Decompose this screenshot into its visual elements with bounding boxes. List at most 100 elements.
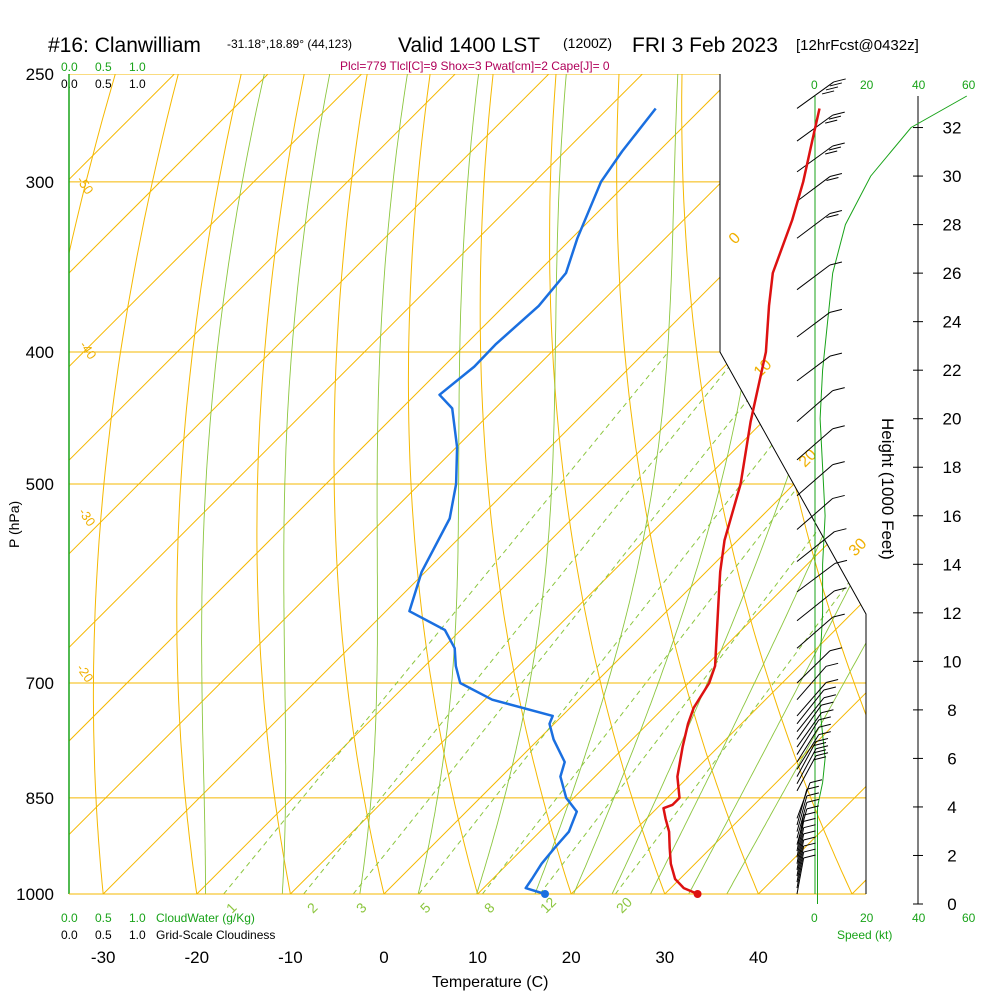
wind-barb-flag [818, 731, 831, 736]
wind-barb [796, 723, 831, 763]
wind-barb [796, 261, 843, 291]
bottom-green-scale: 0.0 0.5 1.0 CloudWater (g/Kg) [61, 911, 255, 925]
height-tick-label: 10 [943, 652, 962, 671]
height-tick-label: 6 [947, 749, 956, 768]
wind-barb [796, 210, 843, 239]
wind-barb [796, 352, 843, 382]
top-green-2: 1.0 [129, 60, 146, 74]
speed-tick-top-3: 60 [962, 78, 976, 92]
height-tick-label: 30 [943, 167, 962, 186]
wind-barb-staff [796, 821, 805, 858]
height-tick-label: 22 [943, 361, 962, 380]
mixing-ratio-line [303, 351, 742, 894]
dry-adiabat [407, 74, 487, 894]
dewpoint-line [408, 107, 657, 896]
wind-barb-flag [821, 709, 834, 714]
x-axis-label: Temperature (C) [432, 974, 548, 991]
wind-barb-flag [826, 214, 839, 219]
moist-adiabat [523, 74, 680, 894]
wind-barb [796, 817, 816, 858]
wind-barb-flag [829, 82, 842, 87]
wind-barb-flag [829, 173, 843, 178]
height-tick-label: 26 [943, 264, 962, 283]
isotherm-line [635, 74, 866, 894]
wind-barb-flag [806, 792, 819, 797]
wind-barb-staff [796, 704, 822, 740]
wind-barb-staff [796, 590, 835, 622]
speed-ticks-bottom: 0 20 40 60 [811, 911, 976, 925]
wind-barb-flag [803, 854, 816, 859]
isotherm-line [448, 74, 866, 894]
isotherm-line [261, 74, 866, 894]
wind-barb [796, 694, 836, 732]
wind-barb-staff [796, 808, 808, 845]
surface-dewpoint-dot [540, 890, 549, 898]
isotherm-line [69, 74, 855, 894]
wind-barb-staff [796, 748, 817, 785]
isotherm-label-left: -40 [77, 338, 100, 362]
top-black-2: 1.0 [129, 77, 146, 91]
wind-barb-flag [803, 848, 816, 853]
wind-barb-staff [796, 311, 831, 338]
moist-adiabat [467, 74, 569, 894]
station-location: -31.18°,18.89° (44,123) [227, 37, 352, 51]
wind-barb-flag [818, 716, 831, 721]
stats-line: Plcl=779 Tlcl[C]=9 Shox=3 Pwat[cm]=2 Cap… [340, 59, 610, 73]
wind-barb-flag [828, 146, 842, 151]
moist-adiabat [710, 74, 866, 894]
height-tick-label: 20 [943, 410, 962, 429]
moist-adiabat [201, 74, 271, 894]
forecast-date: FRI 3 Feb 2023 [632, 34, 778, 57]
wind-barb-staff [796, 689, 825, 725]
top-black-scale: 0.0 0.5 1.0 [61, 77, 146, 91]
mixing-ratio-label: 5 [417, 899, 434, 916]
wind-barb-staff [796, 851, 805, 889]
moist-adiabat [635, 74, 866, 894]
height-tick-label: 14 [943, 555, 962, 574]
mixing-ratio-line [418, 351, 846, 894]
isotherm-label-right: 30 [846, 535, 871, 560]
wind-barb [796, 587, 847, 622]
wind-barb-flag [832, 461, 845, 466]
wind-barb-flag [829, 261, 843, 266]
wind-barb [796, 824, 816, 864]
isotherm-line [69, 74, 574, 894]
wind-barb [796, 738, 829, 777]
wind-barb-flag [803, 836, 816, 841]
dry-adiabat [69, 74, 123, 894]
right-boundary [719, 74, 867, 894]
wind-barb-flag [828, 115, 842, 120]
wind-barb [796, 731, 831, 770]
pressure-tick-label: 500 [26, 475, 54, 494]
wind-barb-staff [796, 697, 825, 732]
wind-barb-flag [829, 308, 843, 313]
speed-tick-top-0: 0 [811, 78, 818, 92]
isotherm-line [167, 74, 866, 894]
wind-barb-flag [825, 679, 839, 683]
wind-barb [796, 709, 834, 748]
top-green-0: 0.0 [61, 60, 78, 74]
wind-panel [796, 78, 968, 904]
wind-barb-flag [834, 528, 847, 533]
wind-barb-staff [796, 682, 827, 717]
temperature-tick-label: -20 [185, 948, 210, 967]
moist-adiabat [598, 74, 866, 894]
wind-barb [796, 308, 843, 338]
bottom-green-1: 0.5 [95, 911, 112, 925]
wind-barb-flag [832, 613, 845, 618]
wind-barb-staff [796, 719, 820, 755]
wind-barb-staff [796, 264, 831, 291]
forecast-info: [12hrFcst@0432z] [796, 37, 919, 54]
wind-barb-flag [826, 177, 839, 182]
bottom-black-0: 0.0 [61, 928, 78, 942]
pressure-tick-label: 300 [26, 173, 54, 192]
dry-adiabat [616, 74, 772, 894]
wind-barb-flag [821, 701, 834, 706]
top-green-scale: 0.0 0.5 1.0 [61, 60, 146, 74]
wind-barb-flag [803, 824, 816, 829]
wind-barb [796, 425, 845, 461]
pressure-tick-label: 1000 [16, 885, 54, 904]
wind-barb-flag [809, 779, 823, 784]
top-black-1: 0.5 [95, 77, 112, 91]
